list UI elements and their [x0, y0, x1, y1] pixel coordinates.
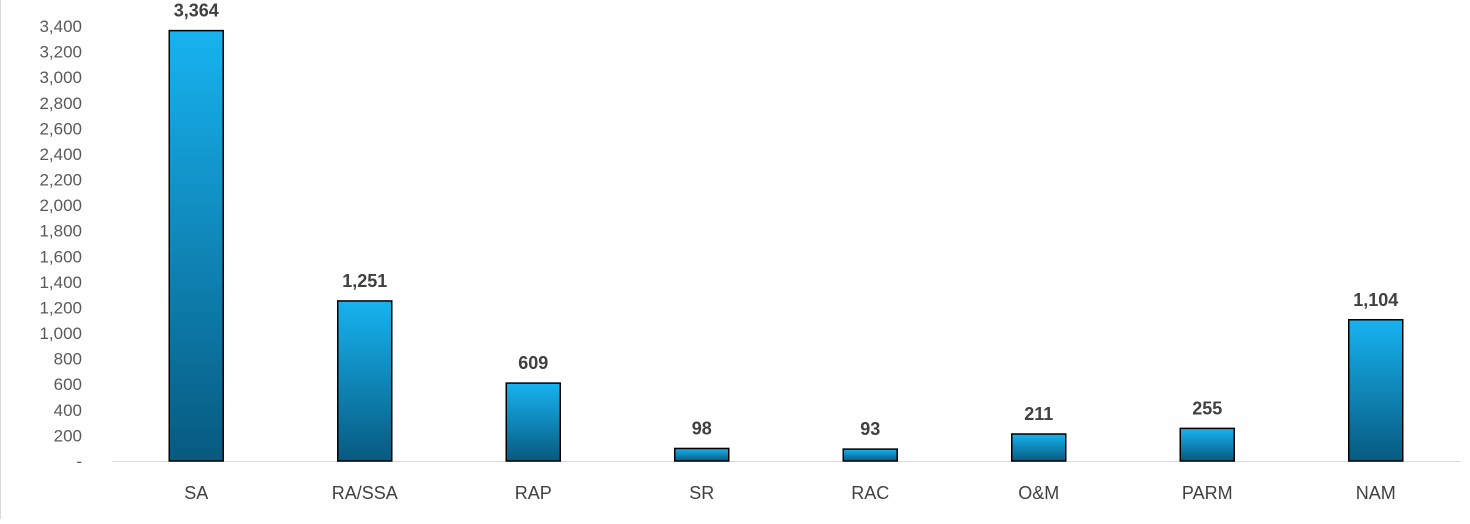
- bar: [1179, 427, 1235, 462]
- y-tick-label: 2,400: [39, 145, 82, 164]
- y-tick-label: -: [76, 452, 82, 471]
- data-label: 1,251: [342, 271, 387, 291]
- y-tick-label: 2,600: [39, 119, 82, 138]
- x-tick-label: SR: [689, 483, 714, 503]
- data-label: 609: [518, 353, 548, 373]
- x-tick-label: RA/SSA: [332, 483, 398, 503]
- y-tick-label: 2,800: [39, 94, 82, 113]
- y-tick-label: 400: [54, 401, 82, 420]
- y-tick-label: 1,600: [39, 247, 82, 266]
- data-labels: 3,364 1,251 609 98 93 211 255 1,104: [174, 1, 1399, 439]
- bar: [1011, 433, 1067, 462]
- bars: [168, 29, 1404, 462]
- x-axis: SA RA/SSA RAP SR RAC O&M PARM NAM: [112, 461, 1460, 503]
- y-tick-label: 3,000: [39, 68, 82, 87]
- y-tick-label: 3,200: [39, 43, 82, 62]
- y-tick-label: 1,400: [39, 273, 82, 292]
- x-tick-label: PARM: [1182, 483, 1233, 503]
- bar: [842, 448, 898, 462]
- x-tick-label: NAM: [1356, 483, 1396, 503]
- bar: [505, 382, 561, 462]
- data-label: 255: [1192, 398, 1222, 418]
- data-label: 3,364: [174, 1, 219, 21]
- y-tick-label: 2,000: [39, 196, 82, 215]
- data-label: 1,104: [1353, 290, 1398, 310]
- y-tick-label: 1,200: [39, 298, 82, 317]
- y-tick-label: 2,200: [39, 171, 82, 190]
- y-tick-label: 3,400: [39, 17, 82, 36]
- y-tick-label: 1,000: [39, 324, 82, 343]
- data-label: 93: [860, 419, 880, 439]
- data-label: 98: [692, 418, 712, 438]
- bar: [1348, 319, 1404, 462]
- x-tick-label: RAC: [851, 483, 889, 503]
- y-tick-label: 600: [54, 375, 82, 394]
- data-label: 211: [1024, 404, 1053, 424]
- x-tick-label: O&M: [1018, 483, 1059, 503]
- x-tick-label: RAP: [515, 483, 552, 503]
- y-tick-label: 200: [54, 426, 82, 445]
- y-axis: - 200 400 600 800 1,000 1,200 1,400 1,600 1,800 2,…: [39, 17, 82, 471]
- y-tick-label: 1,800: [39, 222, 82, 241]
- bar: [168, 29, 224, 462]
- chart-left-border: [0, 0, 1, 519]
- bar: [337, 300, 393, 462]
- x-tick-label: SA: [184, 483, 208, 503]
- y-tick-label: 800: [54, 350, 82, 369]
- bar: [674, 447, 730, 462]
